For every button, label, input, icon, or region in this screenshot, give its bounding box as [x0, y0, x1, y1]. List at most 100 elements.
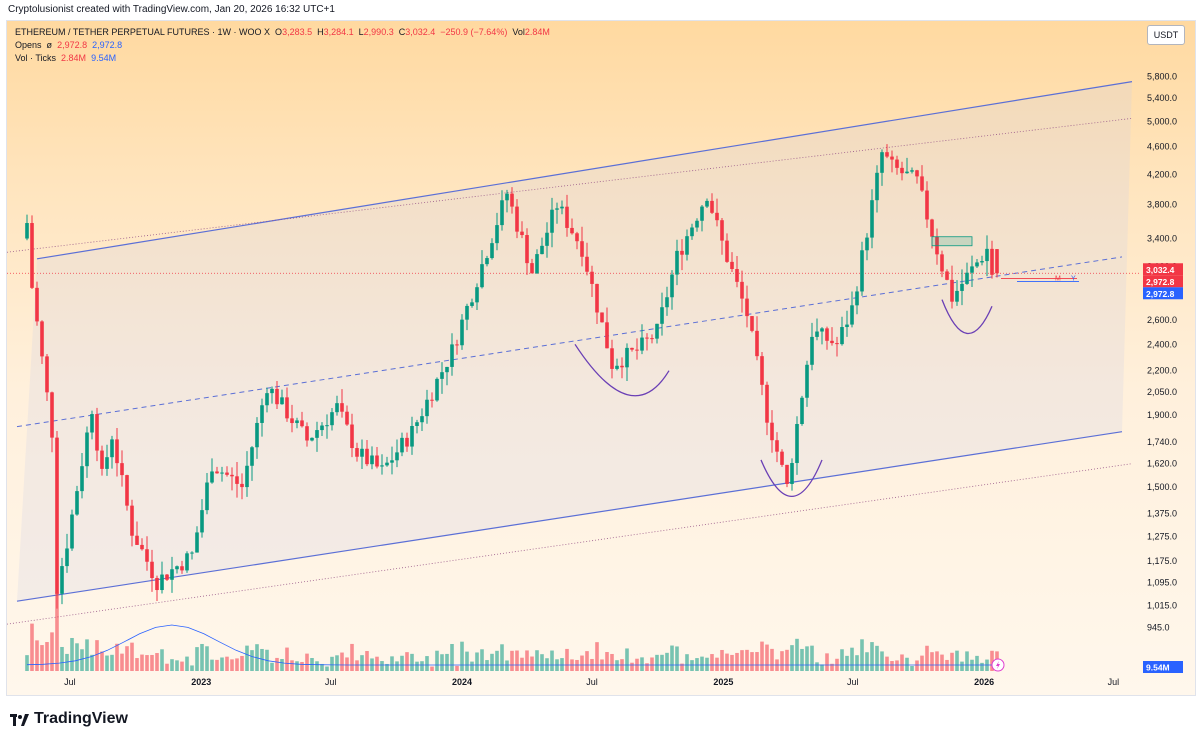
volume-bar [795, 638, 799, 671]
volume-bar [170, 659, 174, 671]
candle-body [525, 235, 529, 264]
volume-bar [400, 655, 404, 671]
candle-body [820, 328, 824, 332]
candle-body [750, 316, 754, 331]
candle-body [955, 290, 959, 302]
candle-body [360, 448, 364, 457]
candle-body [655, 323, 659, 339]
volume-bar [595, 642, 599, 671]
tradingview-mark-icon [10, 713, 30, 726]
candle-body [810, 336, 814, 365]
candle-body [165, 574, 169, 580]
volume-bar [975, 655, 979, 671]
price-tick-label: 5,800.0 [1147, 71, 1177, 81]
volume-bar [710, 654, 714, 671]
candle-body [315, 430, 319, 438]
candle-body [45, 356, 49, 393]
candle-body [190, 552, 194, 554]
candle-body [25, 223, 29, 239]
volume-ma-badge: 9.54M [1146, 663, 1170, 673]
candle-body [865, 237, 869, 251]
legend-vol-value: 2.84M [524, 27, 550, 37]
candle-body [115, 439, 119, 464]
candle-body [390, 460, 394, 463]
volume-bar [70, 637, 74, 671]
volume-bar [900, 654, 904, 671]
candle-body [970, 266, 974, 273]
volume-bar [375, 656, 379, 671]
volume-bar [510, 650, 514, 671]
price-tick-label: 3,400.0 [1147, 234, 1177, 244]
outer-lower-dotted-line [7, 463, 1133, 625]
legend-c-value: 3,032.4 [405, 27, 436, 37]
open-price-badge-blue-bg [1143, 287, 1183, 300]
candle-body [470, 302, 474, 306]
candle-body [565, 206, 569, 228]
candle-body [575, 233, 579, 242]
volume-bar [345, 657, 349, 671]
close-price-badge-bg [1143, 263, 1183, 276]
volume-bar [695, 658, 699, 671]
candle-body [535, 254, 539, 274]
candle-body [105, 457, 109, 469]
candle-body [615, 365, 619, 369]
volume-bar [100, 651, 104, 671]
open-price-badge-red: 2,972.8 [1146, 277, 1175, 287]
volume-bar [770, 648, 774, 671]
volume-bar [885, 656, 889, 671]
candle-body [580, 241, 584, 257]
candle-body [60, 566, 64, 594]
currency-button[interactable]: USDT [1147, 25, 1185, 45]
volume-bar [420, 661, 424, 671]
candle-body [90, 414, 94, 433]
volume-bar [120, 653, 124, 671]
volume-bar [950, 652, 954, 671]
candle-body [80, 466, 84, 492]
candle-body [450, 344, 454, 367]
candle-body [40, 321, 44, 357]
volume-bar [690, 660, 694, 671]
volume-bar [990, 650, 994, 671]
volume-bar [290, 660, 294, 671]
volume-bar [390, 656, 394, 671]
volume-bar [875, 645, 879, 671]
candle-body [645, 337, 649, 339]
candle-body [825, 328, 829, 341]
volume-bar [30, 623, 34, 671]
candle-body [880, 152, 884, 173]
volume-bar [45, 642, 49, 671]
volume-bar [280, 659, 284, 671]
volume-bar [735, 652, 739, 671]
volume-bar [175, 660, 179, 671]
chart-area[interactable]: M Y 5,800.0 5,400.0 5,000.0 4,600.0 4,200.0 3,… [6, 20, 1196, 696]
candle-body [650, 338, 654, 340]
candle-body [255, 422, 259, 448]
volume-bar [765, 644, 769, 671]
candle-body [540, 245, 544, 255]
volume-bar [850, 647, 854, 671]
volume-bar [115, 643, 119, 671]
caption-text: Cryptolusionist created with TradingView… [8, 4, 335, 15]
volume-bar [755, 652, 759, 671]
price-chart-svg[interactable]: M Y 5,800.0 5,400.0 5,000.0 4,600.0 4,200.0 3,… [7, 21, 1196, 696]
tradingview-logo[interactable]: TradingView [10, 710, 128, 728]
candle-body [755, 330, 759, 357]
volume-bar [230, 659, 234, 671]
volume-bar [805, 646, 809, 671]
volume-bar [185, 656, 189, 671]
candle-body [420, 416, 424, 423]
candle-body [760, 356, 764, 385]
candle-body [885, 152, 889, 157]
volume-bar [180, 661, 184, 671]
candle-body [515, 206, 519, 232]
volume-bar [945, 659, 949, 671]
volume-bar [565, 648, 569, 671]
candle-body [710, 200, 714, 213]
volume-bar [90, 654, 94, 671]
volume-bar [910, 666, 914, 671]
candle-body [225, 472, 229, 475]
time-tick-label: Jul [325, 677, 337, 687]
price-tick-label: 1,500.0 [1147, 482, 1177, 492]
volume-bar [580, 655, 584, 671]
candle-body [415, 422, 419, 426]
